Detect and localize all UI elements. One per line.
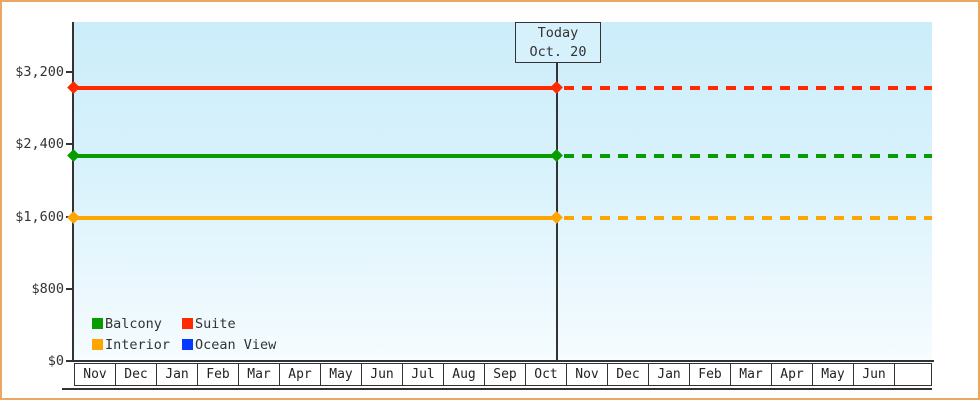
- legend-item-balcony: Balcony: [92, 313, 182, 334]
- month-cell: Mar: [730, 363, 772, 386]
- month-cell: Oct: [525, 363, 567, 386]
- legend-label: Ocean View: [195, 336, 277, 353]
- month-cell: Jun: [361, 363, 403, 386]
- month-cell: Jul: [402, 363, 444, 386]
- month-cell: Apr: [279, 363, 321, 386]
- month-cell: Jan: [156, 363, 198, 386]
- legend-item-suite: Suite: [182, 313, 276, 334]
- month-cell: May: [812, 363, 854, 386]
- month-cell: Nov: [74, 363, 116, 386]
- today-label-line2: Oct. 20: [529, 44, 587, 60]
- month-cell: Dec: [115, 363, 157, 386]
- ocean-view-color-swatch: [182, 339, 193, 350]
- legend-label: Suite: [195, 315, 236, 332]
- x-axis-line: [72, 360, 934, 362]
- series-forecast-line-balcony: [564, 153, 932, 158]
- x-axis-underline: [62, 388, 932, 390]
- series-line-balcony: [74, 153, 557, 158]
- series-forecast-line-interior: [564, 216, 932, 221]
- y-tick-mark: [66, 143, 73, 146]
- month-cell: Feb: [689, 363, 731, 386]
- y-tick-label: $800: [31, 280, 64, 297]
- plot-area: [74, 22, 932, 360]
- y-tick-mark: [66, 287, 73, 290]
- series-line-suite: [74, 86, 557, 91]
- y-tick-mark: [66, 360, 73, 362]
- month-cell: Jan: [648, 363, 690, 386]
- legend-item-interior: Interior: [92, 334, 182, 355]
- y-tick-mark: [66, 71, 73, 73]
- legend-label: Interior: [105, 336, 171, 353]
- month-cell: Aug: [443, 363, 485, 386]
- suite-color-swatch: [182, 318, 193, 329]
- y-tick-label: $0: [47, 353, 64, 369]
- legend-item-ocean-view: Ocean View: [182, 334, 276, 355]
- today-label-box: Today Oct. 20: [515, 22, 601, 63]
- interior-color-swatch: [92, 339, 103, 350]
- month-cell: Dec: [607, 363, 649, 386]
- month-cell: Mar: [238, 363, 280, 386]
- y-tick-label: $3,200: [15, 64, 64, 80]
- month-cell: Apr: [771, 363, 813, 386]
- y-tick-label: $2,400: [15, 136, 64, 153]
- today-label-line1: Today: [537, 25, 579, 41]
- month-cell: Jun: [853, 363, 895, 386]
- month-cell: Feb: [197, 363, 239, 386]
- month-cell: Sep: [484, 363, 526, 386]
- y-tick-label: $1,600: [15, 208, 64, 225]
- month-cell: May: [320, 363, 362, 386]
- x-axis-month-strip: Nov Dec Jan Feb Mar Apr May Jun Jul Aug …: [74, 363, 932, 386]
- legend: Balcony Suite Interior Ocean View: [92, 313, 276, 355]
- series-line-interior: [74, 216, 557, 221]
- balcony-color-swatch: [92, 318, 103, 329]
- y-axis-line: [72, 22, 74, 362]
- month-cell: Nov: [566, 363, 608, 386]
- today-vertical-line: [556, 62, 558, 360]
- month-cell: [894, 363, 932, 386]
- series-forecast-line-suite: [564, 86, 932, 91]
- legend-label: Balcony: [105, 315, 162, 332]
